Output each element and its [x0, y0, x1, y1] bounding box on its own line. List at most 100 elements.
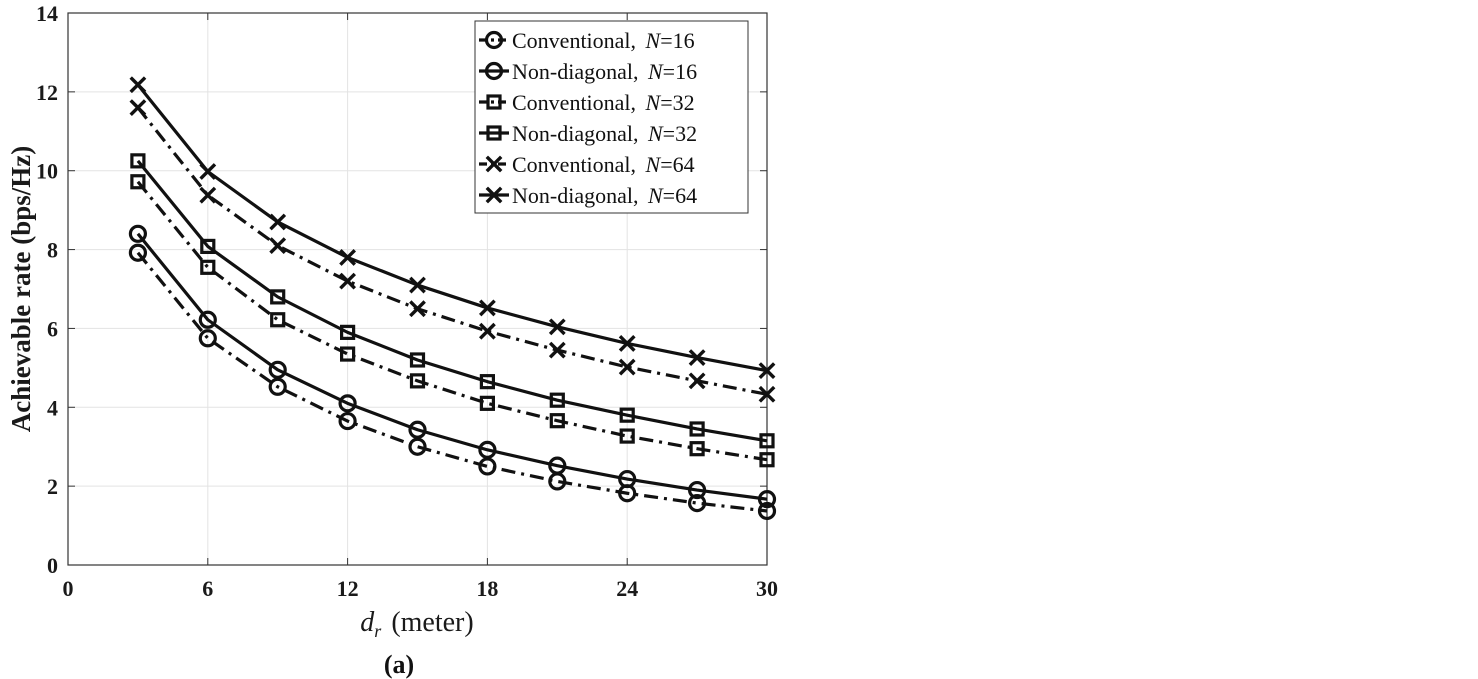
data-point — [757, 501, 777, 521]
data-point — [548, 456, 567, 475]
legend-label-prefix: Non-diagonal, — [512, 59, 644, 84]
data-point — [549, 392, 565, 408]
legend-box — [474, 20, 749, 214]
data-point — [757, 490, 777, 509]
data-point — [618, 335, 636, 352]
x-tick-label: 18 — [476, 576, 498, 601]
data-point — [128, 243, 147, 262]
data-point — [129, 76, 147, 94]
data-point — [759, 433, 775, 449]
data-point — [548, 318, 566, 336]
y-tick-label: 10 — [36, 159, 58, 184]
legend-label-n: 32 — [673, 90, 695, 115]
legend-label: Non-diagonal, N=64 — [512, 183, 697, 208]
y-tick-label: 4 — [47, 395, 58, 420]
legend-label-n: 64 — [673, 152, 695, 177]
data-point — [338, 394, 357, 413]
x-tick-label: 6 — [202, 576, 213, 601]
data-point — [478, 322, 496, 340]
data-point — [758, 362, 776, 380]
data-point — [128, 224, 147, 243]
data-point — [688, 372, 706, 390]
figure-caption: (a) — [384, 650, 414, 679]
data-point — [200, 259, 216, 275]
data-point — [339, 249, 357, 266]
legend-label-n: 16 — [675, 59, 697, 84]
legend-label-eq: = — [660, 152, 672, 177]
y-tick-label: 8 — [47, 238, 58, 263]
data-point — [198, 329, 217, 348]
legend-label-n: 32 — [675, 121, 697, 146]
legend-label-eq: = — [663, 59, 675, 84]
data-point — [619, 428, 635, 444]
legend-label: Conventional, N=32 — [512, 90, 695, 115]
x-tick-label: 30 — [756, 576, 778, 601]
legend-label: Non-diagonal, N=16 — [512, 59, 697, 84]
legend-marker — [486, 125, 502, 141]
data-point — [618, 469, 637, 489]
legend-label-prefix: Non-diagonal, — [512, 183, 644, 208]
legend-label-n: 16 — [673, 28, 695, 53]
data-point — [129, 99, 147, 117]
data-point — [548, 341, 566, 359]
data-point — [200, 238, 216, 255]
y-tick-label: 12 — [36, 80, 58, 105]
legend-label-prefix: Conventional, — [512, 90, 642, 115]
x-tick-label: 0 — [63, 576, 74, 601]
legend-marker — [484, 30, 504, 50]
series-line — [136, 159, 768, 443]
legend-label-eq: = — [663, 183, 675, 208]
legend-label: Conventional, N=16 — [512, 28, 695, 53]
y-tick-label: 14 — [36, 1, 58, 26]
data-point — [478, 299, 496, 317]
x-axis-label: dr (meter) — [360, 607, 473, 641]
series-conventional-n-64 — [129, 99, 776, 403]
series-line — [136, 232, 768, 501]
legend-label-var: N — [647, 59, 664, 84]
data-point — [199, 163, 217, 180]
legend-entry: Non-diagonal, N=32 — [479, 121, 697, 146]
data-point — [408, 437, 427, 456]
x-axis-label-unit: (meter) — [391, 607, 473, 638]
legend-entry: Non-diagonal, N=16 — [479, 59, 697, 84]
legend-label: Non-diagonal, N=32 — [512, 121, 697, 146]
series-non-diagonal-n-16 — [128, 224, 777, 509]
series-line — [136, 83, 768, 373]
legend-entry: Non-diagonal, N=64 — [479, 183, 697, 208]
data-point — [758, 385, 776, 403]
legend-marker — [484, 61, 504, 81]
legend-label-var: N — [645, 90, 662, 115]
data-point — [549, 413, 565, 429]
legend-label-eq: = — [660, 28, 672, 53]
legend-label-var: N — [647, 183, 664, 208]
data-point — [198, 310, 217, 329]
legend-label: Conventional, N=64 — [512, 152, 695, 177]
series-non-diagonal-n-64 — [129, 76, 776, 380]
legend-label-var: N — [647, 121, 664, 146]
data-point — [619, 407, 635, 423]
legend-label-eq: = — [660, 90, 672, 115]
data-point — [130, 153, 146, 169]
data-point — [270, 312, 286, 328]
legend-label-prefix: Conventional, — [512, 152, 642, 177]
data-point — [269, 213, 287, 231]
plot-area-frame — [67, 12, 768, 566]
y-axis-label: Achievable rate (bps/Hz) — [6, 146, 36, 432]
data-point — [479, 395, 495, 411]
x-axis-label-sub: r — [374, 621, 382, 641]
data-point — [687, 480, 707, 500]
legend-marker — [485, 186, 503, 204]
data-point — [268, 377, 287, 396]
data-point — [270, 289, 286, 305]
y-tick-label: 0 — [47, 553, 58, 578]
data-point — [409, 373, 426, 389]
series-line — [136, 180, 768, 462]
y-tick-label: 2 — [47, 474, 58, 499]
data-point — [409, 276, 426, 294]
series-line — [136, 251, 768, 513]
data-point — [130, 174, 146, 190]
series-line — [136, 106, 768, 396]
legend-label-eq: = — [663, 121, 675, 146]
series-layer — [128, 76, 777, 521]
